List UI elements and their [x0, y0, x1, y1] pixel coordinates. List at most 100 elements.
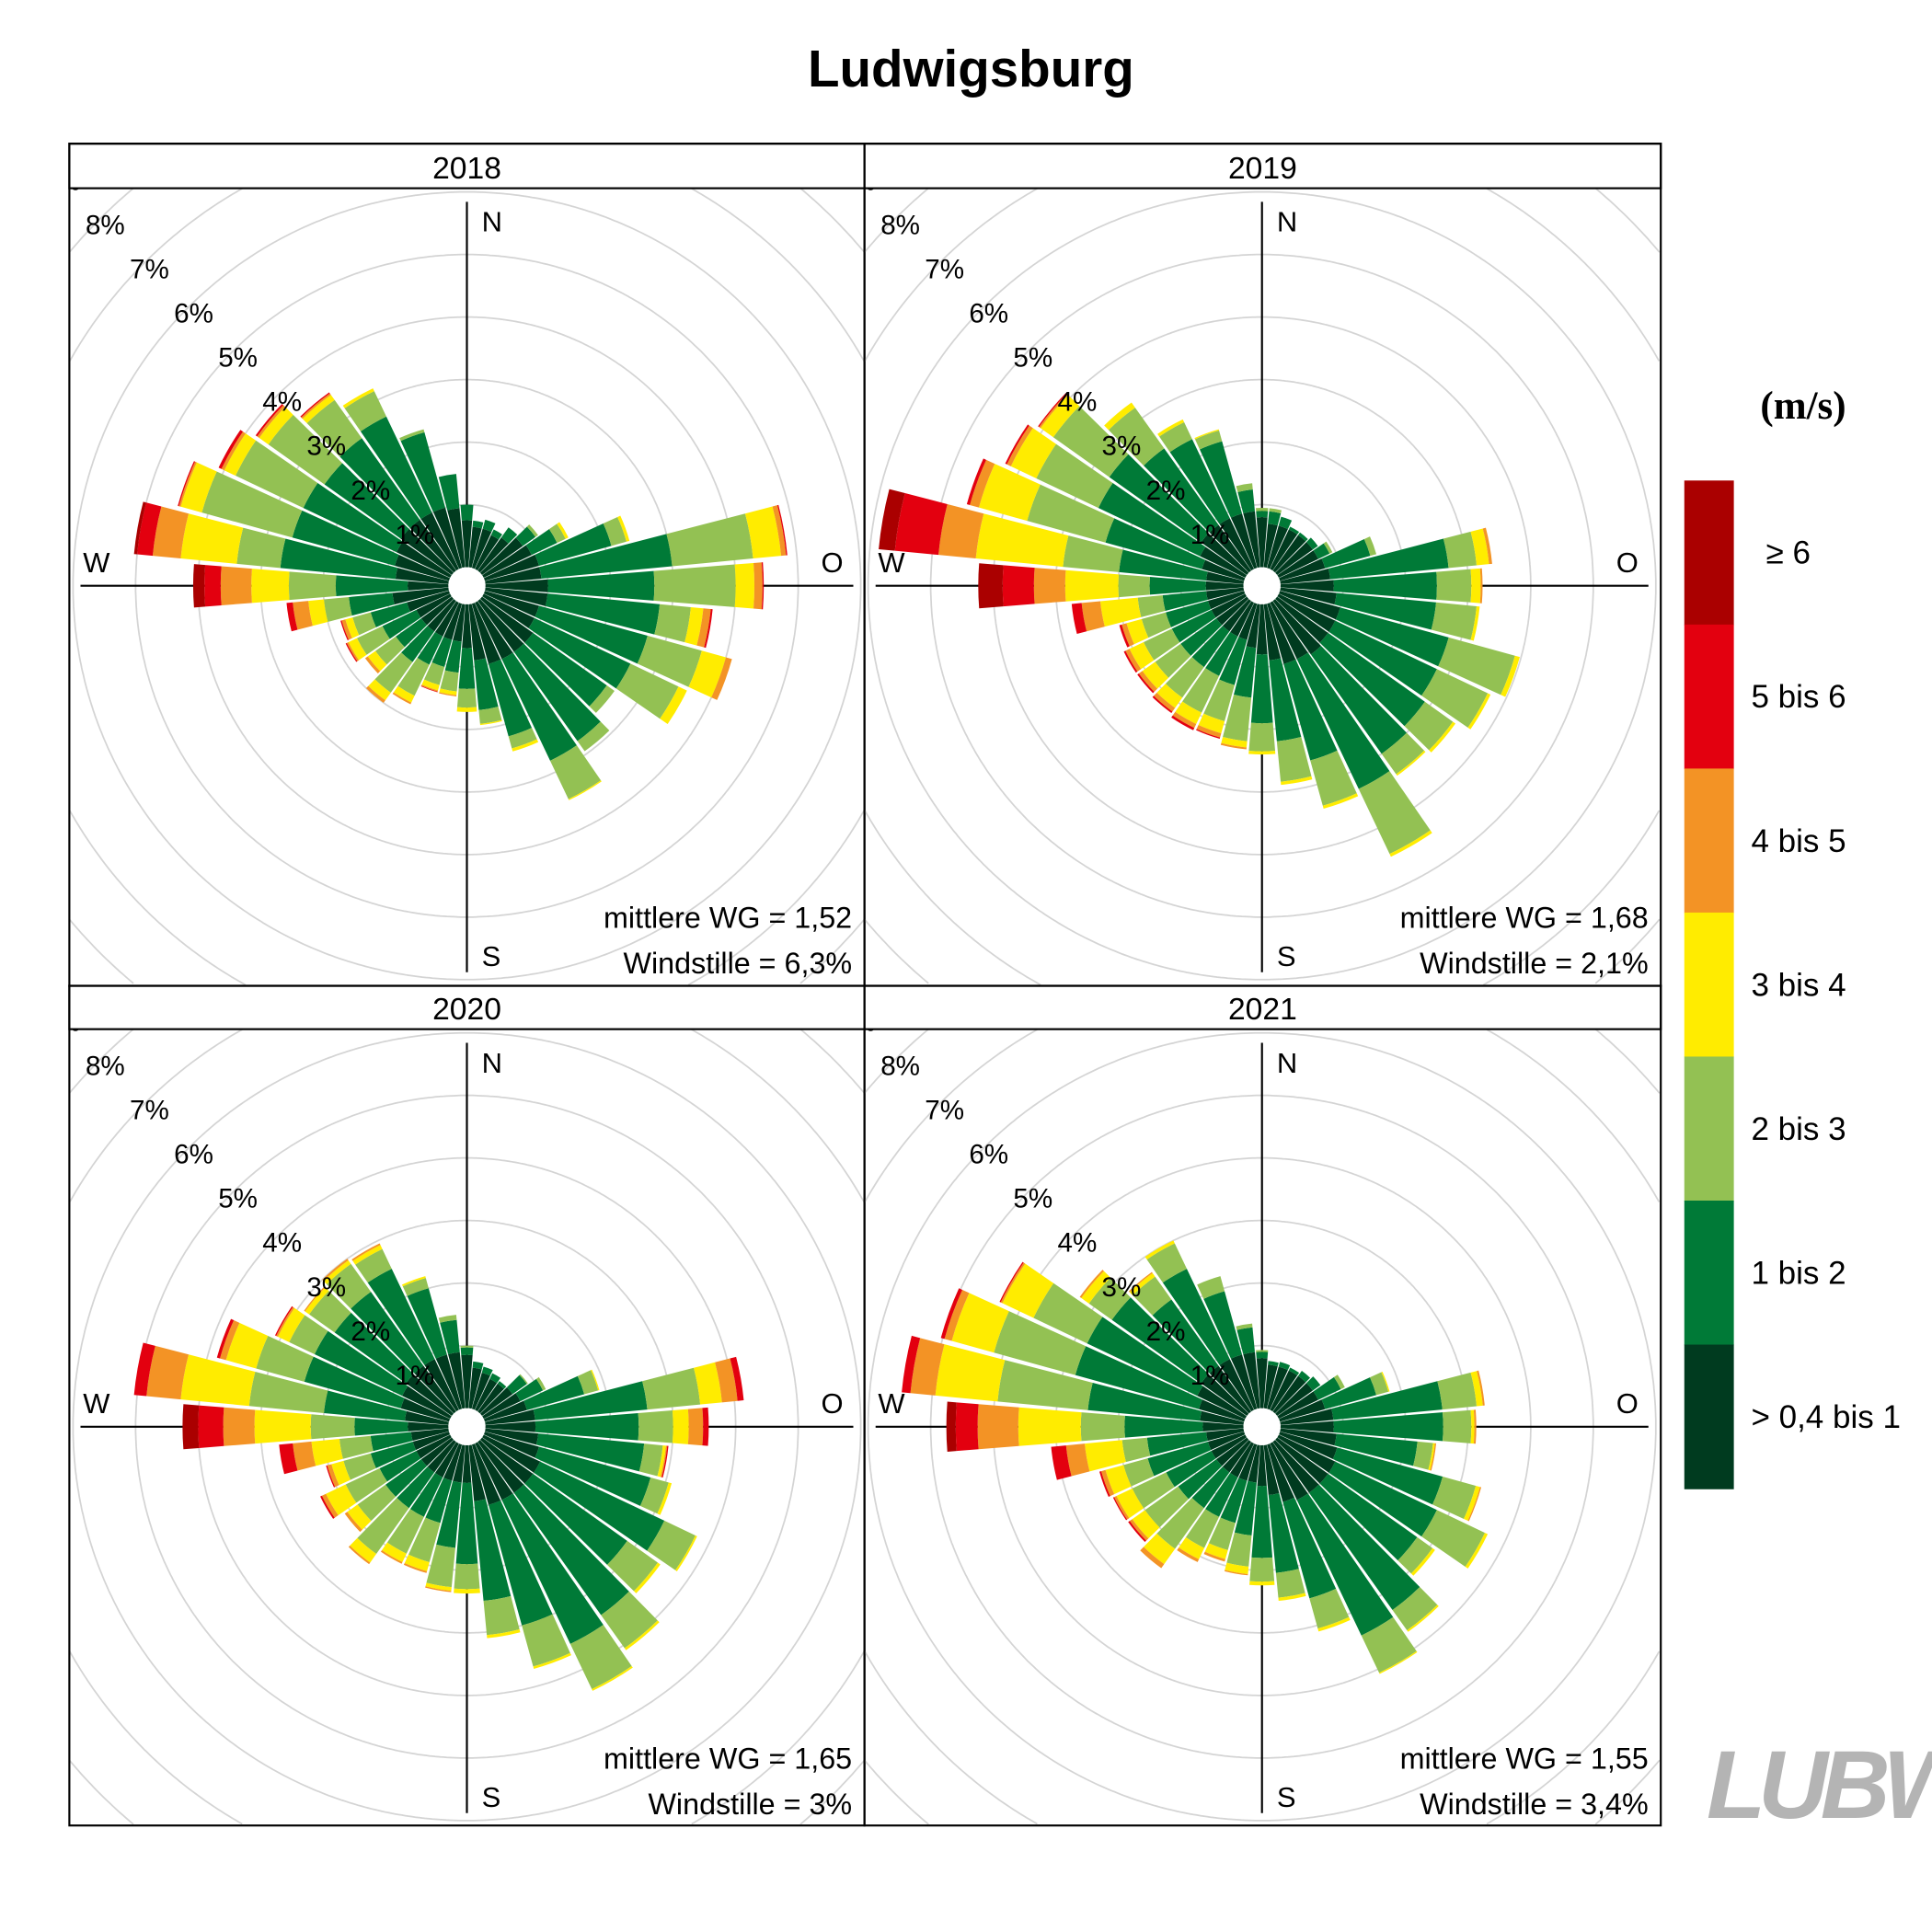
bar-segment-180-bin-2 — [1251, 1485, 1273, 1558]
bar-segment-300-bin-3 — [1033, 1282, 1103, 1344]
bar-segment-260-bin-4 — [311, 1438, 343, 1466]
bar-segment-290-bin-2 — [292, 510, 399, 567]
grid-ring — [867, 190, 1657, 981]
bar-segment-230-bin-1 — [420, 1437, 454, 1466]
bar-segment-60-bin-3 — [1333, 1374, 1345, 1389]
bar-segment-80-bin-1 — [1280, 1409, 1334, 1425]
legend-label: 2 bis 3 — [1751, 1111, 1846, 1147]
bar-segment-320-bin-1 — [1209, 1365, 1252, 1414]
bar-segment-120-bin-2 — [534, 1461, 665, 1551]
ring-label: 1% — [395, 1361, 434, 1391]
bar-segment-30-bin-2 — [1288, 1367, 1300, 1375]
bar-segment-10-bin-1 — [468, 1367, 482, 1409]
bar-segment-200-bin-4 — [404, 1554, 430, 1571]
bar-segment-250-bin-6 — [1099, 1471, 1110, 1497]
direction-bar-350 — [1236, 483, 1260, 569]
bar-segment-100-bin-2 — [1334, 1433, 1418, 1466]
bar-segment-340-bin-3 — [1197, 1276, 1225, 1299]
bar-segment-320-bin-6 — [300, 392, 330, 418]
bar-segment-60-bin-4 — [557, 522, 569, 539]
direction-bar-150 — [475, 601, 602, 800]
direction-bar-200 — [1196, 603, 1258, 739]
bar-segment-210-bin-1 — [434, 601, 459, 637]
bar-segment-310-bin-5 — [257, 405, 285, 438]
bar-segment-270-bin-3 — [1080, 1412, 1125, 1442]
direction-bar-260 — [286, 587, 449, 632]
bar-segment-80-bin-6 — [730, 1356, 744, 1401]
bar-segment-290-bin-4 — [225, 1322, 269, 1369]
bar-segment-160-bin-2 — [488, 1500, 553, 1626]
bar-segment-340-bin-2 — [1203, 1291, 1243, 1359]
direction-bar-320 — [322, 1259, 456, 1414]
bar-segment-310-bin-1 — [1201, 533, 1249, 576]
ring-label: 6% — [174, 1140, 213, 1170]
bar-segment-270-bin-2 — [1124, 1415, 1203, 1438]
bar-segment-330-bin-4 — [1157, 419, 1185, 437]
bar-segment-320-bin-3 — [1133, 1276, 1172, 1316]
bar-segment-80-bin-5 — [1477, 1370, 1485, 1406]
direction-bar-200 — [403, 1443, 463, 1573]
ring-label: 9% — [836, 166, 876, 196]
bar-segment-280-bin-4 — [180, 1354, 256, 1407]
bar-segment-20-bin-2 — [1278, 516, 1293, 530]
bar-segment-310-bin-3 — [1088, 1277, 1131, 1320]
direction-bar-240 — [1112, 1434, 1248, 1521]
plot-area: 1%2%3%4%5%6%7%8%9% N S W O — [864, 1029, 1661, 1825]
bar-segment-240-bin-2 — [1171, 609, 1216, 643]
bar-segment-90-bin-5 — [1479, 568, 1483, 604]
bar-segment-300-bin-4 — [278, 1307, 305, 1342]
bar-segment-240-bin-3 — [1132, 1472, 1175, 1509]
bar-segment-310-bin-2 — [324, 463, 409, 539]
bar-segment-190-bin-3 — [1226, 1532, 1252, 1567]
bar-segment-240-bin-5 — [1114, 1496, 1130, 1520]
direction-bar-80 — [1280, 527, 1492, 584]
bar-segment-120-bin-4 — [1467, 693, 1491, 730]
ring-label: 7% — [130, 1095, 169, 1125]
ring-label: 4% — [262, 387, 302, 418]
bar-segment-350-bin-2 — [438, 474, 460, 511]
bar-segment-160-bin-1 — [1267, 603, 1296, 664]
direction-bar-20 — [1267, 1362, 1291, 1410]
bar-segment-140-bin-3 — [601, 1591, 658, 1649]
bar-segment-250-bin-3 — [343, 1453, 376, 1480]
bar-segment-180-bin-3 — [456, 688, 477, 708]
bar-segment-140-bin-3 — [1381, 732, 1425, 775]
bar-segment-270-bin-2 — [335, 575, 408, 597]
ring-label: 2% — [351, 1317, 390, 1347]
direction-bar-360 — [460, 504, 474, 568]
bar-segment-30-bin-1 — [475, 535, 500, 571]
bar-segment-140-bin-3 — [577, 721, 610, 752]
panel-title: 2019 — [1228, 152, 1297, 186]
ring-label: 5% — [218, 343, 258, 374]
calm-center — [448, 1408, 486, 1445]
bar-segment-260-bin-3 — [1137, 595, 1166, 617]
bar-segment-330-bin-4 — [352, 1245, 383, 1265]
bar-segment-250-bin-6 — [340, 620, 350, 640]
direction-bar-190 — [1224, 1444, 1260, 1576]
bar-segment-150-bin-1 — [1270, 601, 1308, 660]
bar-segment-360-bin-3 — [1256, 507, 1269, 512]
bar-segment-110-bin-3 — [639, 1477, 669, 1514]
legend-label: 3 bis 4 — [1751, 967, 1846, 1003]
bar-segment-220-bin-4 — [368, 679, 391, 701]
bar-segment-100-bin-4 — [684, 606, 704, 646]
direction-bar-70 — [483, 1369, 600, 1422]
bar-segment-150-bin-4 — [568, 780, 602, 800]
bar-segment-70-bin-3 — [577, 1370, 599, 1395]
direction-bar-330 — [351, 1243, 459, 1412]
compass-north: N — [1277, 1047, 1297, 1079]
bar-segment-230-bin-4 — [367, 650, 387, 672]
bar-segment-100-bin-2 — [1334, 592, 1437, 630]
direction-bar-170 — [1263, 1444, 1306, 1602]
direction-bar-120 — [1277, 593, 1491, 730]
bar-segment-60-bin-2 — [515, 1378, 544, 1402]
grid-ring — [867, 1031, 1657, 1822]
bar-segment-340-bin-1 — [1230, 1354, 1258, 1410]
bar-segment-360-bin-3 — [460, 1345, 474, 1348]
bar-segment-320-bin-1 — [1209, 524, 1252, 573]
direction-bar-360 — [1256, 1350, 1269, 1409]
bar-segment-230-bin-4 — [347, 1504, 372, 1530]
bar-segment-200-bin-1 — [443, 1443, 463, 1481]
ring-label: 8% — [880, 210, 920, 240]
bar-segment-300-bin-3 — [1036, 443, 1113, 509]
